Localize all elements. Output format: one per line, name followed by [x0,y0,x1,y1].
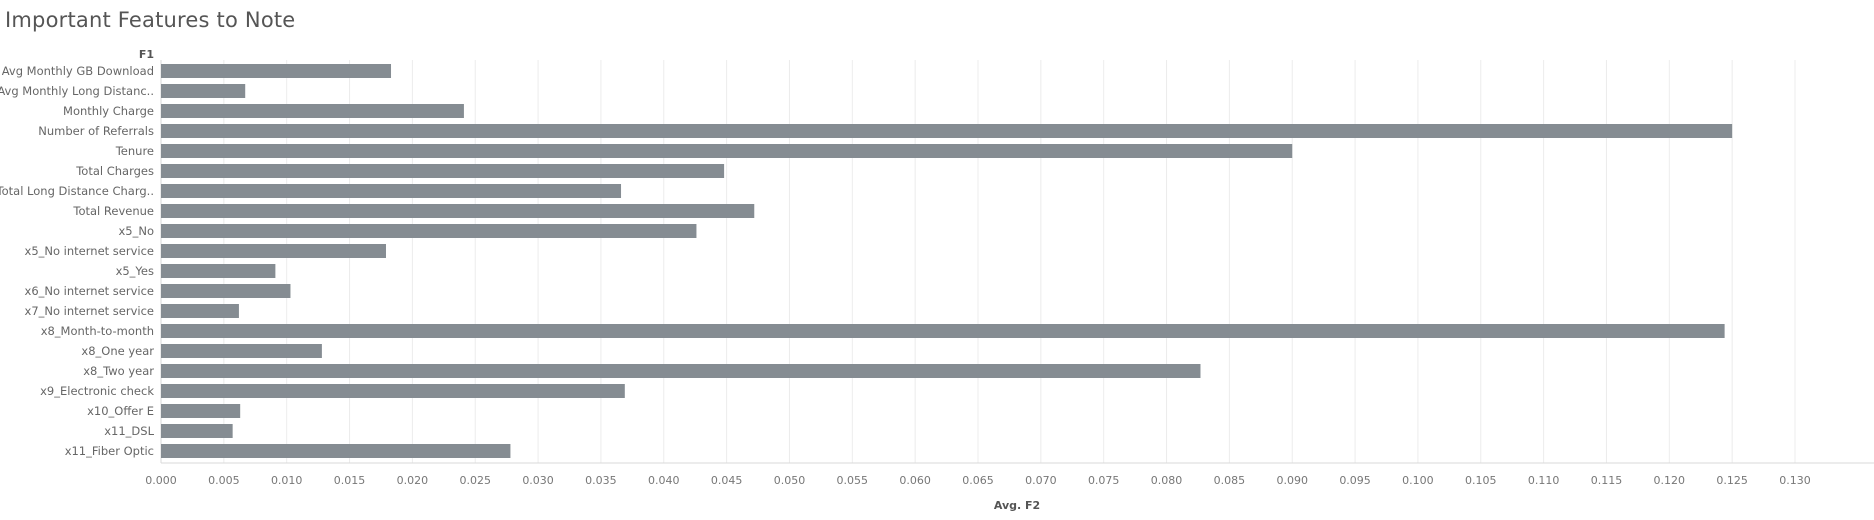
x-tick-label: 0.035 [585,474,617,487]
category-label: Tenure [115,144,154,158]
bar[interactable] [161,64,392,78]
bar[interactable] [161,224,697,238]
category-label: Avg Monthly GB Download [2,64,154,78]
bar[interactable] [161,364,1201,378]
x-tick-labels: 0.000 0.005 0.010 0.015 0.020 0.025 0.030 0.035… [145,474,1811,487]
x-tick-label: 0.070 [1025,474,1057,487]
category-label: x11_Fiber Optic [65,444,154,458]
bar[interactable] [161,144,1293,158]
x-tick-label: 0.090 [1276,474,1308,487]
bar[interactable] [161,384,625,398]
x-tick-label: 0.110 [1528,474,1560,487]
bar[interactable] [161,184,622,198]
x-tick-label: 0.020 [397,474,429,487]
x-tick-label: 0.125 [1716,474,1748,487]
x-tick-label: 0.025 [459,474,491,487]
x-tick-label: 0.000 [145,474,177,487]
x-tick-label: 0.055 [837,474,869,487]
bar[interactable] [161,244,386,258]
chart-title: Important Features to Note [5,8,296,32]
category-label: x11_DSL [104,424,154,438]
x-tick-label: 0.115 [1591,474,1623,487]
x-tick-label: 0.130 [1779,474,1811,487]
x-tick-label: 0.065 [962,474,994,487]
x-tick-label: 0.050 [774,474,806,487]
bar[interactable] [161,124,1733,138]
x-tick-label: 0.045 [711,474,743,487]
bars [161,64,1733,458]
bar[interactable] [161,444,511,458]
bar[interactable] [161,84,246,98]
bar[interactable] [161,344,322,358]
category-label: x8_Month-to-month [41,324,154,338]
category-labels: Avg Monthly GB Download Avg Monthly Long … [0,64,155,458]
x-tick-label: 0.060 [899,474,931,487]
grid-lines [160,60,1796,463]
category-label: x5_No [118,224,154,238]
x-tick-label: 0.015 [334,474,366,487]
x-tick-label: 0.085 [1214,474,1246,487]
category-label: x10_Offer E [87,404,154,418]
category-label: Total Charges [75,164,154,178]
x-tick-label: 0.040 [648,474,680,487]
category-label: Avg Monthly Long Distanc.. [0,84,154,98]
bar[interactable] [161,164,725,178]
category-label: x6_No internet service [25,284,154,298]
bar[interactable] [161,404,241,418]
x-tick-label: 0.005 [208,474,240,487]
bar[interactable] [161,264,276,278]
category-label: x8_Two year [83,364,154,378]
x-tick-label: 0.100 [1402,474,1434,487]
x-tick-label: 0.075 [1088,474,1120,487]
category-label: x7_No internet service [25,304,154,318]
x-tick-label: 0.030 [522,474,554,487]
category-label: x5_Yes [116,264,154,278]
category-label: Monthly Charge [63,104,154,118]
category-label: x9_Electronic check [40,384,154,398]
category-label: Total Long Distance Charg.. [0,184,154,198]
y-axis-header: F1 [139,48,154,61]
bar[interactable] [161,424,233,438]
category-label: Total Revenue [72,204,154,218]
x-tick-label: 0.120 [1654,474,1686,487]
category-label: x5_No internet service [25,244,154,258]
bar[interactable] [161,324,1725,338]
category-label: Number of Referrals [38,124,154,138]
bar[interactable] [161,284,291,298]
x-tick-label: 0.095 [1339,474,1371,487]
x-tick-label: 0.010 [271,474,303,487]
x-tick-label: 0.080 [1151,474,1183,487]
x-tick-label: 0.105 [1465,474,1497,487]
bar[interactable] [161,304,239,318]
bar[interactable] [161,104,464,118]
bar[interactable] [161,204,755,218]
x-axis-label: Avg. F2 [994,499,1040,512]
category-label: x8_One year [81,344,154,358]
